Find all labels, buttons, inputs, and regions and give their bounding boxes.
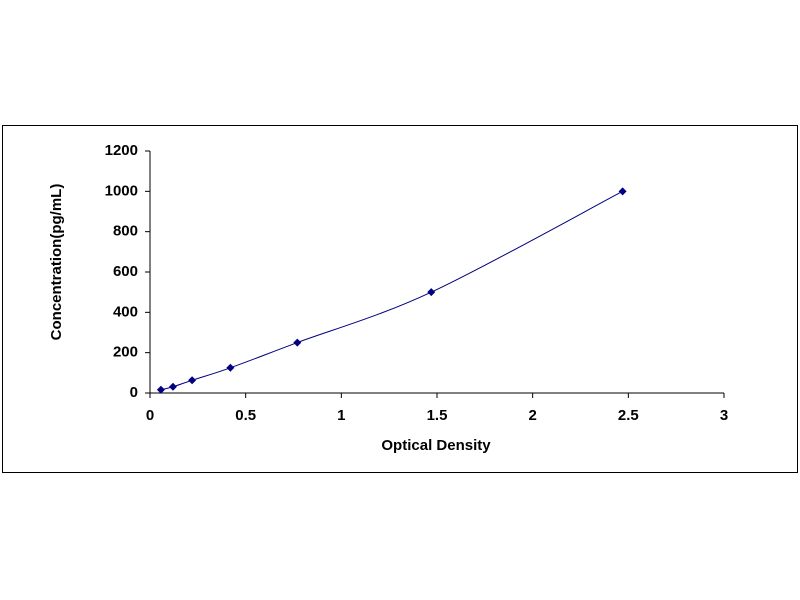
y-axis-label: Concentration(pg/mL) (48, 184, 65, 341)
y-tick-label: 0 (130, 384, 138, 401)
x-tick-label: 0.5 (235, 407, 256, 424)
x-tick-label: 2.5 (618, 407, 639, 424)
x-tick-label: 2 (528, 407, 536, 424)
data-point (618, 187, 627, 196)
y-tick-label: 800 (113, 223, 138, 240)
data-point (168, 382, 177, 391)
chart-frame (2, 125, 798, 473)
y-tick-label: 1200 (105, 142, 138, 159)
data-point (156, 385, 165, 394)
y-tick-label: 600 (113, 263, 138, 280)
data-point (226, 363, 235, 372)
x-tick-label: 0 (146, 407, 154, 424)
data-point (427, 288, 436, 297)
x-tick-label: 3 (720, 407, 728, 424)
y-tick-label: 200 (113, 344, 138, 361)
y-tick-label: 1000 (105, 182, 138, 199)
y-tick-label: 400 (113, 303, 138, 320)
data-point (293, 338, 302, 347)
x-tick-label: 1 (337, 407, 345, 424)
x-tick-label: 1.5 (427, 407, 448, 424)
x-axis-label: Optical Density (381, 437, 491, 454)
data-point (188, 376, 197, 385)
